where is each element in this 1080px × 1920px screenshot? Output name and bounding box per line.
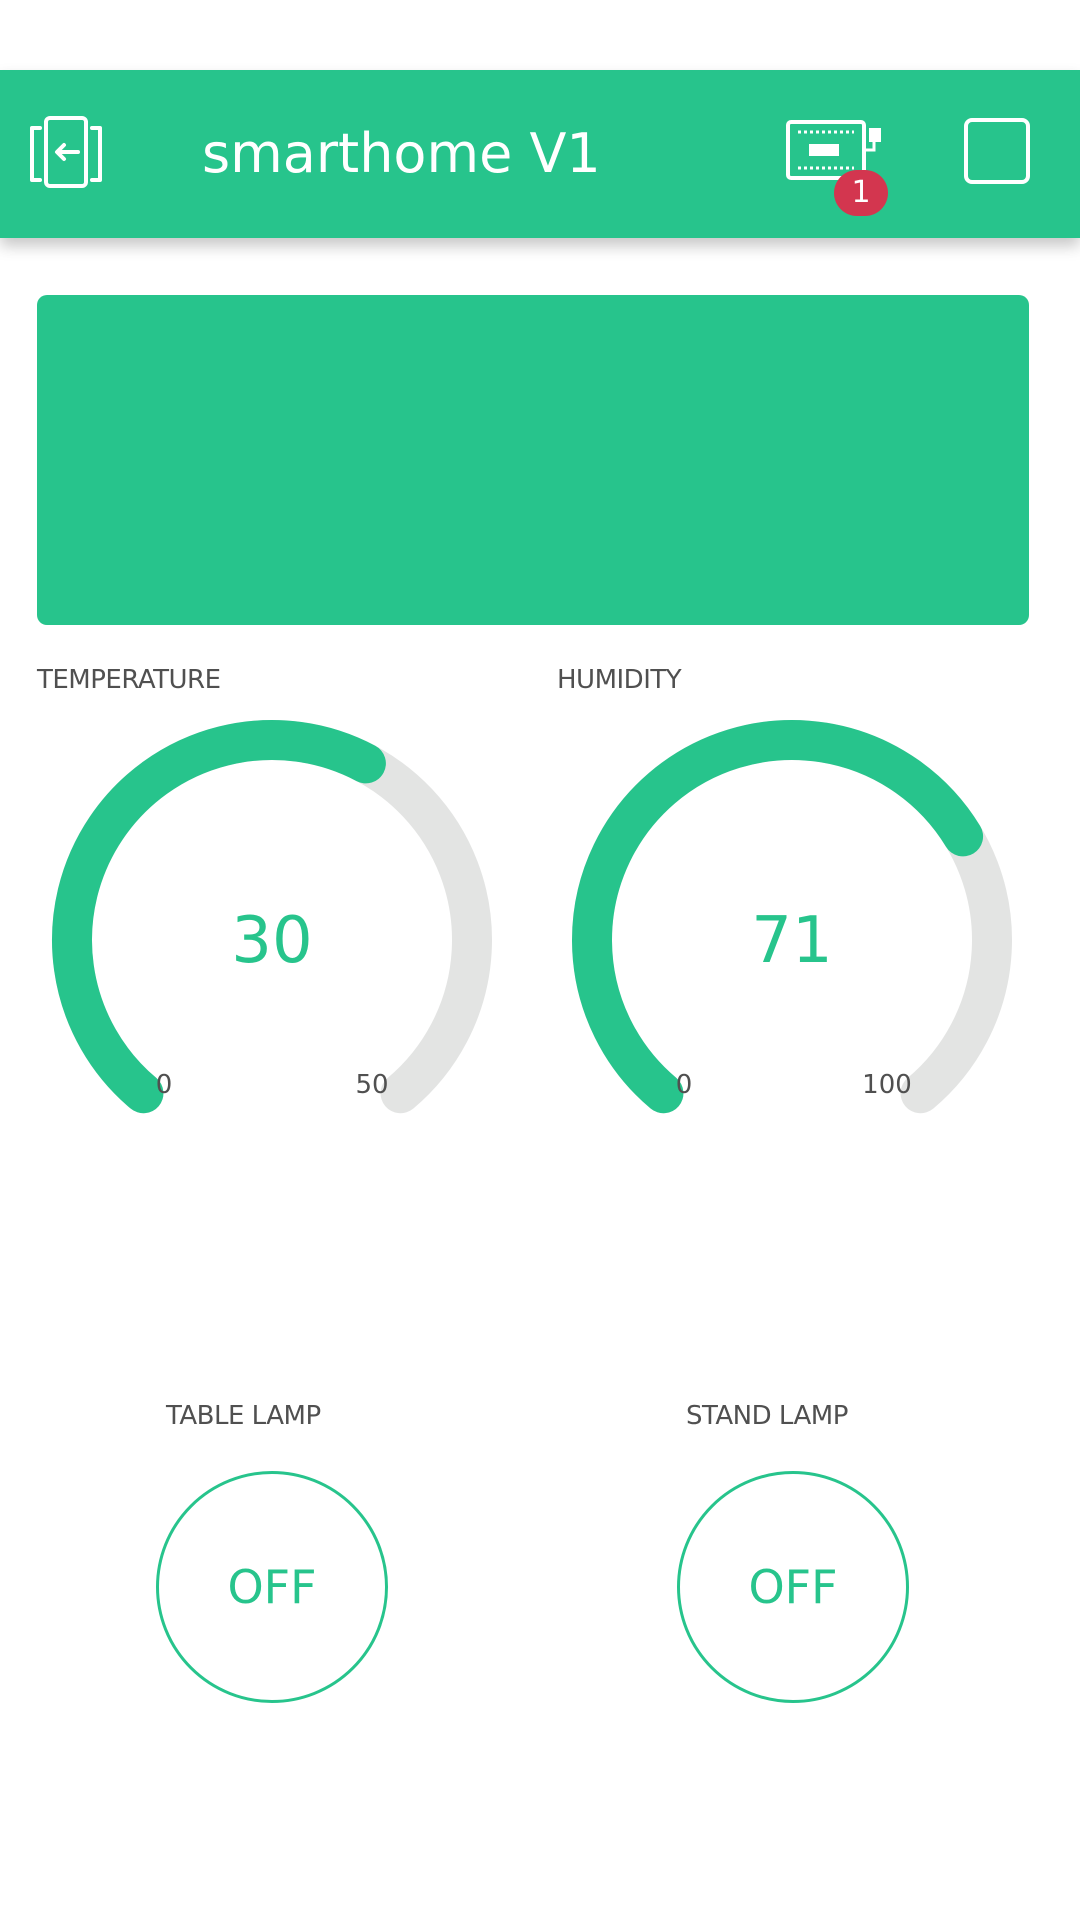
device-board-icon bbox=[786, 120, 881, 180]
device-button[interactable] bbox=[784, 116, 896, 216]
table-lamp-button[interactable]: OFF bbox=[156, 1471, 388, 1703]
green-display-panel bbox=[37, 295, 1029, 625]
temperature-gauge: 30 0 50 bbox=[52, 720, 492, 1114]
humidity-label: HUMIDITY bbox=[557, 665, 682, 695]
back-button[interactable] bbox=[26, 114, 106, 194]
humidity-gauge: 71 0 100 bbox=[572, 720, 1012, 1114]
stand-lamp-label: STAND LAMP bbox=[686, 1401, 848, 1431]
status-bar bbox=[0, 0, 1080, 70]
device-count-badge: 1 bbox=[834, 170, 888, 216]
temperature-min: 0 bbox=[156, 1070, 173, 1100]
table-lamp-state: OFF bbox=[227, 1560, 317, 1614]
humidity-value: 71 bbox=[751, 904, 832, 978]
temperature-value: 30 bbox=[231, 904, 312, 978]
stand-lamp-state: OFF bbox=[748, 1560, 838, 1614]
temperature-gauge-fill bbox=[52, 720, 386, 1114]
temperature-max: 50 bbox=[355, 1070, 388, 1100]
temperature-label: TEMPERATURE bbox=[37, 665, 221, 695]
humidity-gauge-fill bbox=[572, 720, 984, 1114]
square-icon[interactable] bbox=[964, 118, 1030, 184]
humidity-min: 0 bbox=[676, 1070, 693, 1100]
humidity-max: 100 bbox=[862, 1070, 912, 1100]
stand-lamp-button[interactable]: OFF bbox=[677, 1471, 909, 1703]
app-bar: smarthome V1 1 bbox=[0, 70, 1080, 238]
table-lamp-label: TABLE LAMP bbox=[166, 1401, 321, 1431]
app-title: smarthome V1 bbox=[202, 122, 601, 185]
exit-icon bbox=[30, 116, 102, 188]
